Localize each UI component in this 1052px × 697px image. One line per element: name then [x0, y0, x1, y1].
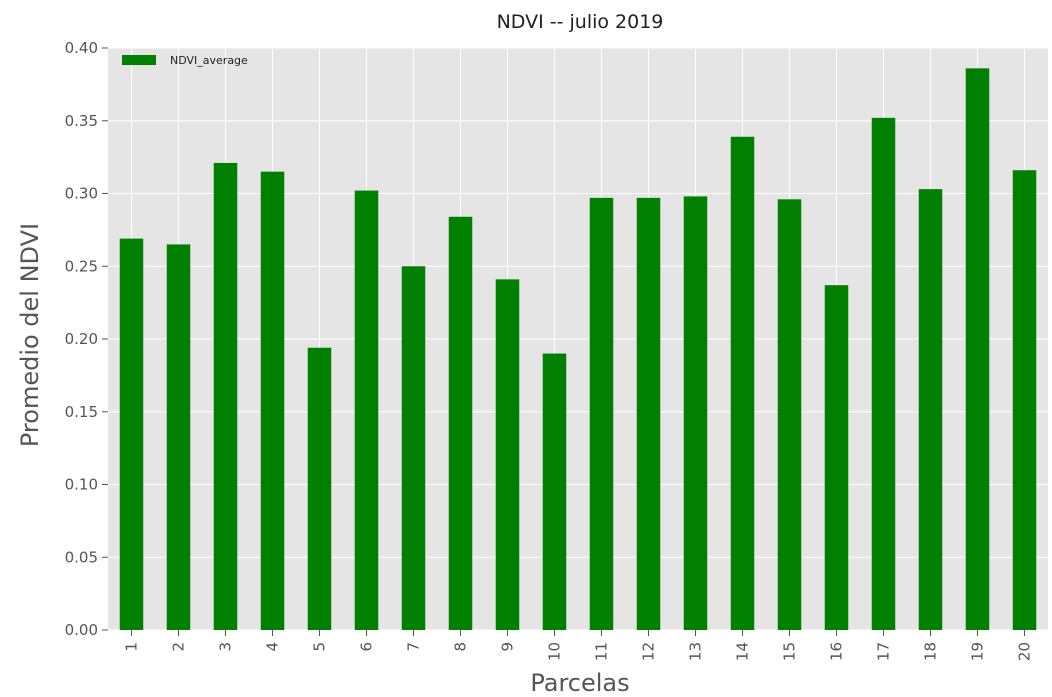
bar-parcela-5 [307, 347, 332, 630]
bar-parcela-17 [871, 117, 896, 631]
x-tick-label: 19 [969, 642, 987, 661]
x-tick-label: 4 [264, 642, 282, 652]
y-tick-label: 0.10 [65, 476, 98, 494]
bar-parcela-8 [448, 216, 473, 630]
bars-group [119, 68, 1037, 631]
y-tick-label: 0.25 [65, 257, 98, 275]
x-tick-label: 5 [311, 642, 329, 652]
y-axis-label: Promedio del NDVI [16, 223, 44, 447]
legend: NDVI_average [122, 54, 248, 67]
x-tick-label: 1 [123, 642, 141, 652]
y-tick-label: 0.35 [65, 112, 98, 130]
bar-parcela-6 [354, 190, 379, 630]
x-tick-label: 17 [875, 642, 893, 661]
x-tick-label: 6 [358, 642, 376, 652]
bar-parcela-15 [777, 199, 802, 630]
bar-parcela-1 [119, 238, 144, 631]
bar-parcela-18 [918, 189, 943, 630]
bar-parcela-3 [213, 162, 238, 630]
x-tick-label: 12 [640, 642, 658, 661]
x-axis-label: Parcelas [530, 669, 629, 697]
bar-parcela-7 [401, 266, 426, 630]
x-tick-label: 9 [499, 642, 517, 652]
y-axis-ticks: 0.00 0.05 0.10 0.15 0.20 0.25 0.30 0.35 0.40 [65, 39, 108, 639]
y-tick-label: 0.15 [65, 403, 98, 421]
x-tick-label: 13 [687, 642, 705, 661]
bar-parcela-4 [260, 171, 285, 631]
x-axis-ticks: 1 2 3 4 5 6 7 8 9 10 11 12 13 14 15 16 17 18 19 20 [123, 630, 1034, 661]
bar-parcela-14 [730, 136, 755, 630]
y-tick-label: 0.30 [65, 185, 98, 203]
x-tick-label: 20 [1016, 642, 1034, 661]
bar-parcela-16 [824, 285, 849, 630]
bar-parcela-13 [683, 196, 708, 630]
x-tick-label: 11 [593, 642, 611, 661]
y-tick-label: 0.05 [65, 548, 98, 566]
bar-parcela-2 [166, 244, 191, 631]
y-tick-label: 0.00 [65, 621, 98, 639]
y-tick-label: 0.40 [65, 39, 98, 57]
x-tick-label: 8 [452, 642, 470, 652]
x-tick-label: 7 [405, 642, 423, 652]
x-tick-label: 16 [828, 642, 846, 661]
bar-parcela-20 [1012, 170, 1037, 630]
x-tick-label: 3 [217, 642, 235, 652]
bar-parcela-9 [495, 279, 520, 630]
x-tick-label: 2 [170, 642, 188, 652]
x-tick-label: 15 [781, 642, 799, 661]
x-tick-label: 14 [734, 642, 752, 661]
bar-parcela-12 [636, 197, 661, 631]
x-tick-label: 10 [546, 642, 564, 661]
legend-swatch [122, 55, 156, 65]
bar-parcela-11 [589, 197, 614, 631]
bar-parcela-10 [542, 353, 567, 630]
legend-label: NDVI_average [170, 54, 248, 67]
bar-parcela-19 [965, 68, 990, 631]
x-tick-label: 18 [922, 642, 940, 661]
y-tick-label: 0.20 [65, 330, 98, 348]
chart-title: NDVI -- julio 2019 [497, 11, 664, 33]
